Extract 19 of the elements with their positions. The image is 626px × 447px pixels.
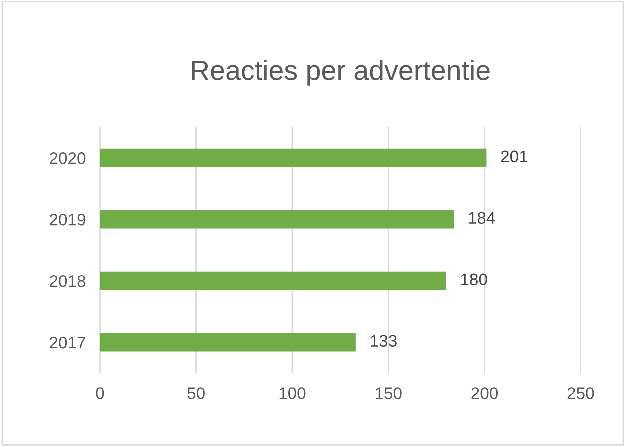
data-label: 201 (501, 150, 528, 163)
x-tick-label: 0 (96, 388, 104, 400)
x-tick-label: 100 (280, 388, 306, 400)
bar (100, 148, 487, 168)
y-tick-label: 2020 (50, 152, 86, 164)
bar (100, 272, 446, 290)
bar (100, 333, 356, 352)
chart-title: Reacties per advertentie (192, 60, 490, 86)
y-tick-label: 2019 (50, 214, 86, 226)
x-tick-label: 250 (568, 388, 594, 400)
data-label: 133 (371, 335, 397, 347)
x-tick-label: 150 (376, 388, 402, 400)
y-tick-label: 2017 (50, 336, 86, 349)
data-label: 180 (461, 274, 488, 286)
x-tick-label: 200 (472, 388, 498, 400)
y-tick-label: 2018 (50, 275, 86, 288)
x-tick-label: 50 (188, 388, 205, 400)
data-label: 184 (469, 212, 496, 224)
bar (100, 210, 454, 229)
